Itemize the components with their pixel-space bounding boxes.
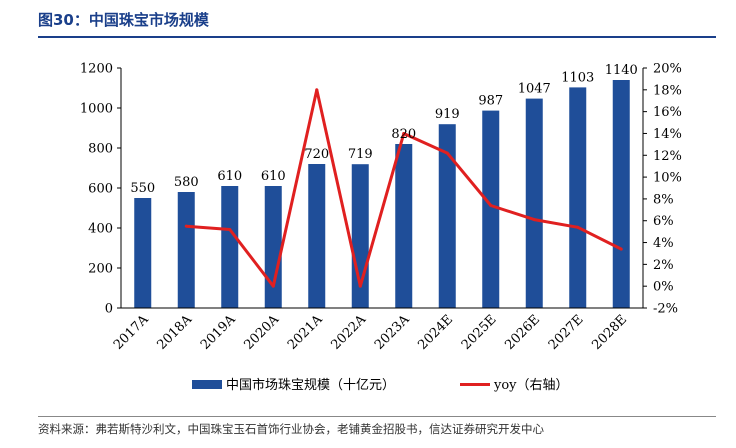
right-tick-label: 20% [653,62,682,77]
x-tick-label: 2020A [241,312,282,353]
x-tick-label: 2027E [546,312,587,353]
x-tick-label: 2021A [285,312,326,353]
bar-2027E [569,87,587,309]
yoy-line-layer [184,88,623,288]
x-tick-label: 2024E [415,312,456,353]
bar-2023A [395,144,413,308]
bar-value-label: 720 [304,147,329,162]
right-tick-label: 4% [653,236,674,251]
right-tick-label: 16% [653,105,682,120]
legend-line-label: yoy（右轴） [493,378,569,393]
figure-header: 图30：中国珠宝市场规模 [0,0,736,40]
x-tick-label: 2026E [502,312,543,353]
yoy-point-2021A [315,88,319,92]
yoy-point-2022A [358,284,362,288]
right-tick-label: 10% [653,171,682,186]
bar-value-label: 610 [261,169,286,184]
x-tick-label: 2028E [589,312,630,353]
bar-value-label: 1140 [605,63,638,78]
x-tick-label: 2018A [154,312,195,353]
right-tick-label: 2% [653,258,674,273]
yoy-point-2019A [228,227,232,231]
left-tick-label: 600 [88,182,113,197]
right-tick-label: -2% [653,302,678,317]
bar-2020A [264,186,282,308]
yoy-point-2020A [271,284,275,288]
bar-2018A [177,192,195,308]
yoy-point-2026E [532,218,536,222]
bar-2021A [308,164,326,308]
yoy-point-2023A [402,131,406,135]
bar-2019A [221,186,239,308]
yoy-point-2025E [489,203,493,207]
bar-value-label: 719 [348,147,373,162]
axes-layer: 0 200 400 600 800 1000 1200 -2% 0% 2% 4% 6% 8% 10% 12%… [80,62,682,353]
bar-value-label: 580 [174,175,199,190]
bar-value-label: 610 [217,169,242,184]
bar-value-label: 550 [130,181,155,196]
left-tick-label: 1200 [80,62,113,77]
right-tick-label: 0% [653,280,674,295]
right-tick-label: 12% [653,149,682,164]
source-rule [38,416,716,417]
bar-2025E [482,110,500,308]
bar-value-label: 919 [435,107,460,122]
x-tick-label: 2017A [111,312,152,353]
right-tick-label: 6% [653,214,674,229]
bar-value-label: 987 [478,94,503,109]
bar-2028E [612,80,630,308]
left-tick-label: 1000 [80,102,113,117]
bar-value-label: 820 [391,127,416,142]
left-tick-label: 800 [88,142,113,157]
legend-bar-label: 中国市场珠宝规模（十亿元） [226,377,395,393]
yoy-point-2018A [184,224,188,228]
right-tick-label: 18% [653,83,682,98]
left-tick-label: 0 [105,302,113,317]
legend-bar-swatch [192,380,222,389]
x-tick-label: 2019A [198,312,239,353]
right-tick-label: 8% [653,192,674,207]
x-tick-label: 2025E [459,312,500,353]
left-tick-label: 200 [88,262,113,277]
yoy-point-2028E [619,247,623,251]
figure-title: 图30：中国珠宝市场规模 [38,11,209,29]
bar-value-label: 1047 [518,82,551,97]
legend: 中国市场珠宝规模（十亿元） yoy（右轴） [192,377,569,393]
bar-2026E [525,98,543,308]
left-tick-label: 400 [88,222,113,237]
bar-value-label: 1103 [561,70,594,85]
yoy-point-2027E [576,225,580,229]
x-tick-label: 2023A [372,312,413,353]
yoy-point-2024E [445,151,449,155]
source-note: 资料来源：弗若斯特沙利文，中国珠宝玉石首饰行业协会，老铺黄金招股书，信达证券研究… [38,422,544,436]
title-rule [38,36,716,38]
bars-layer [134,80,630,309]
data-labels-layer: 550 580 610 610 720 719 820 919 987 1047 1103 1140 [130,63,637,196]
bar-2024E [438,124,456,308]
right-tick-label: 14% [653,127,682,142]
bar-2017A [134,198,152,308]
x-tick-label: 2022A [328,312,369,353]
